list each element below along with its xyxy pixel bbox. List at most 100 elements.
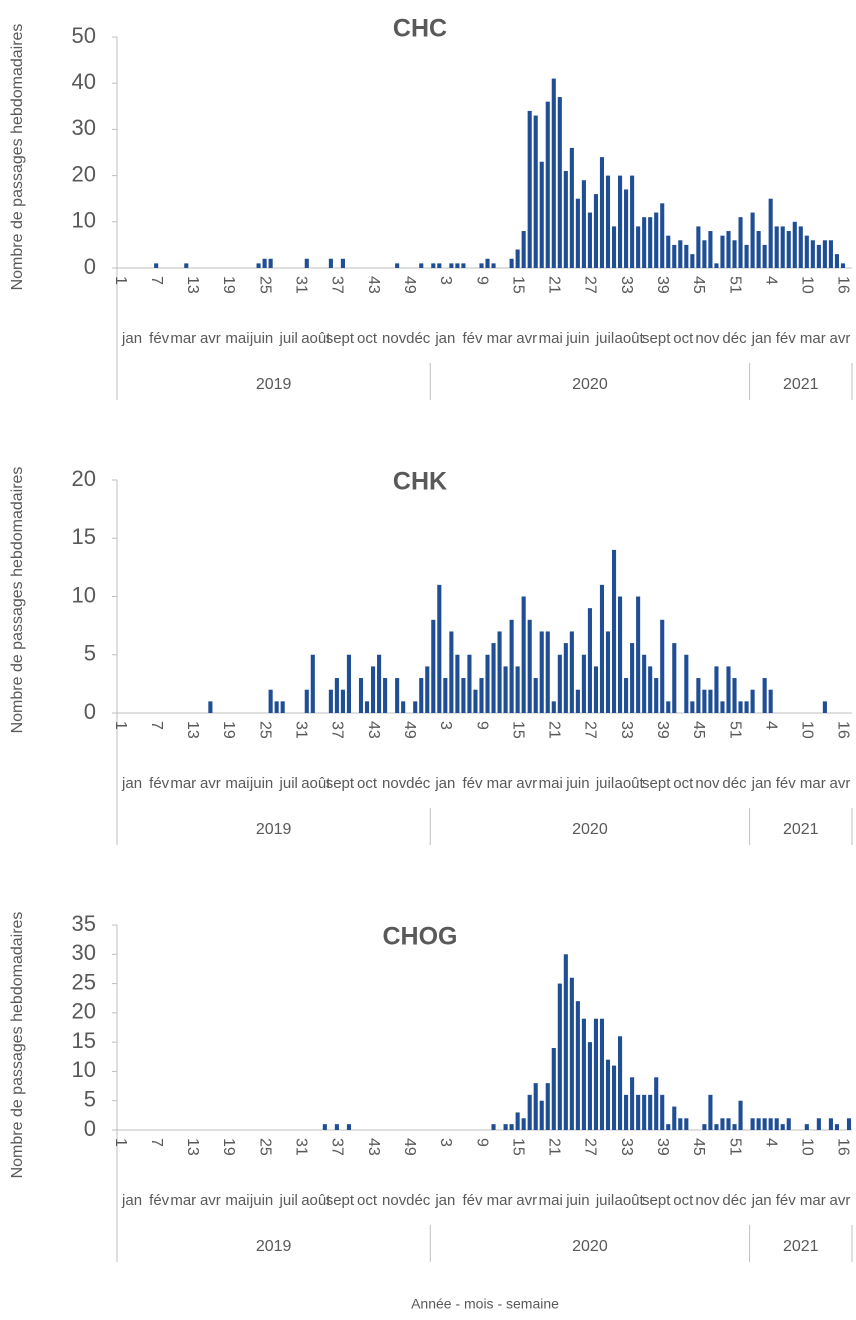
- bar: [473, 689, 478, 713]
- x-tick-label: 27: [582, 721, 599, 739]
- bar: [804, 1124, 809, 1130]
- bar: [551, 1048, 556, 1130]
- bar: [515, 249, 520, 268]
- bar: [268, 689, 273, 713]
- month-label: mar: [170, 775, 196, 792]
- x-tick-label: 16: [835, 276, 852, 294]
- bar: [732, 678, 737, 713]
- y-tick-label: 10: [72, 582, 96, 607]
- bar: [780, 1124, 785, 1130]
- bar: [268, 258, 273, 268]
- bar: [726, 1118, 731, 1130]
- bar: [654, 1077, 659, 1130]
- bar: [322, 1124, 327, 1130]
- bar: [587, 608, 592, 713]
- month-label: déc: [722, 1192, 747, 1209]
- x-tick-label: 9: [473, 721, 490, 730]
- month-label: fév: [776, 1192, 797, 1209]
- bar: [762, 1118, 767, 1130]
- bar: [630, 643, 635, 713]
- month-label: avr: [830, 1192, 851, 1209]
- year-label: 2021: [783, 1238, 819, 1255]
- month-label: déc: [406, 775, 431, 792]
- bar: [654, 212, 659, 268]
- bar: [660, 203, 665, 268]
- bar: [593, 666, 599, 713]
- bar: [708, 231, 713, 268]
- bar: [413, 701, 418, 713]
- month-label: jan: [434, 330, 455, 347]
- bar: [419, 678, 424, 713]
- bar: [358, 678, 364, 713]
- x-tick-label: 43: [365, 276, 382, 294]
- bar: [750, 212, 755, 268]
- bar: [154, 263, 159, 268]
- bar: [618, 596, 623, 713]
- y-tick-label: 5: [84, 1087, 96, 1112]
- x-tick-label: 15: [509, 276, 526, 294]
- month-label: avr: [200, 1192, 221, 1209]
- x-tick-label: 15: [509, 1138, 526, 1156]
- bar: [539, 161, 544, 268]
- month-label: août: [614, 1192, 644, 1209]
- y-axis-title: Nombre de passages hebdomadaires: [9, 24, 26, 291]
- year-label: 2019: [256, 1238, 292, 1255]
- x-tick-label: 33: [618, 721, 635, 739]
- bar: [672, 1106, 677, 1130]
- bar: [527, 619, 532, 713]
- x-tick-label: 3: [437, 1138, 454, 1147]
- bar: [768, 198, 773, 268]
- x-tick-label: 13: [184, 721, 201, 739]
- month-label: sept: [326, 1192, 355, 1209]
- bar: [419, 263, 424, 268]
- month-label: avr: [516, 330, 537, 347]
- x-tick-label: 27: [582, 276, 599, 294]
- month-label: mar: [487, 775, 513, 792]
- bar: [557, 654, 562, 713]
- month-label: mai: [225, 330, 249, 347]
- bar: [720, 701, 725, 713]
- bar: [346, 654, 351, 713]
- bar: [310, 654, 315, 713]
- month-label: jan: [751, 775, 772, 792]
- bar: [208, 701, 213, 713]
- bar: [599, 157, 605, 268]
- bar: [563, 170, 568, 268]
- month-label: avr: [516, 1192, 537, 1209]
- bar: [557, 97, 562, 268]
- bar: [569, 631, 574, 713]
- month-label: oct: [673, 330, 694, 347]
- bar: [599, 1018, 605, 1130]
- month-label: juin: [249, 775, 273, 792]
- year-label: 2019: [256, 821, 292, 838]
- month-label: août: [301, 775, 331, 792]
- bar: [262, 258, 267, 268]
- bar: [720, 235, 725, 268]
- bar: [846, 1118, 852, 1130]
- month-label: août: [301, 330, 331, 347]
- bar: [437, 584, 442, 713]
- bar: [684, 244, 689, 268]
- month-label: juil: [595, 1192, 614, 1209]
- x-tick-label: 25: [256, 721, 273, 739]
- bar: [581, 1018, 586, 1130]
- x-tick-label: 10: [799, 276, 816, 294]
- x-tick-label: 19: [220, 721, 237, 739]
- bar: [648, 666, 653, 713]
- bar: [395, 678, 400, 713]
- bar: [756, 231, 761, 268]
- bar: [828, 240, 833, 268]
- bar: [401, 701, 406, 713]
- bar: [774, 1118, 779, 1130]
- bar: [515, 1112, 520, 1130]
- bar: [334, 1124, 339, 1130]
- bar: [611, 1065, 617, 1130]
- bar: [732, 240, 737, 268]
- x-tick-label: 39: [654, 276, 671, 294]
- y-tick-label: 0: [84, 1116, 96, 1141]
- month-label: oct: [357, 775, 378, 792]
- month-label: oct: [357, 330, 378, 347]
- bar: [509, 258, 514, 268]
- bar: [581, 180, 586, 268]
- month-label: nov: [695, 1192, 720, 1209]
